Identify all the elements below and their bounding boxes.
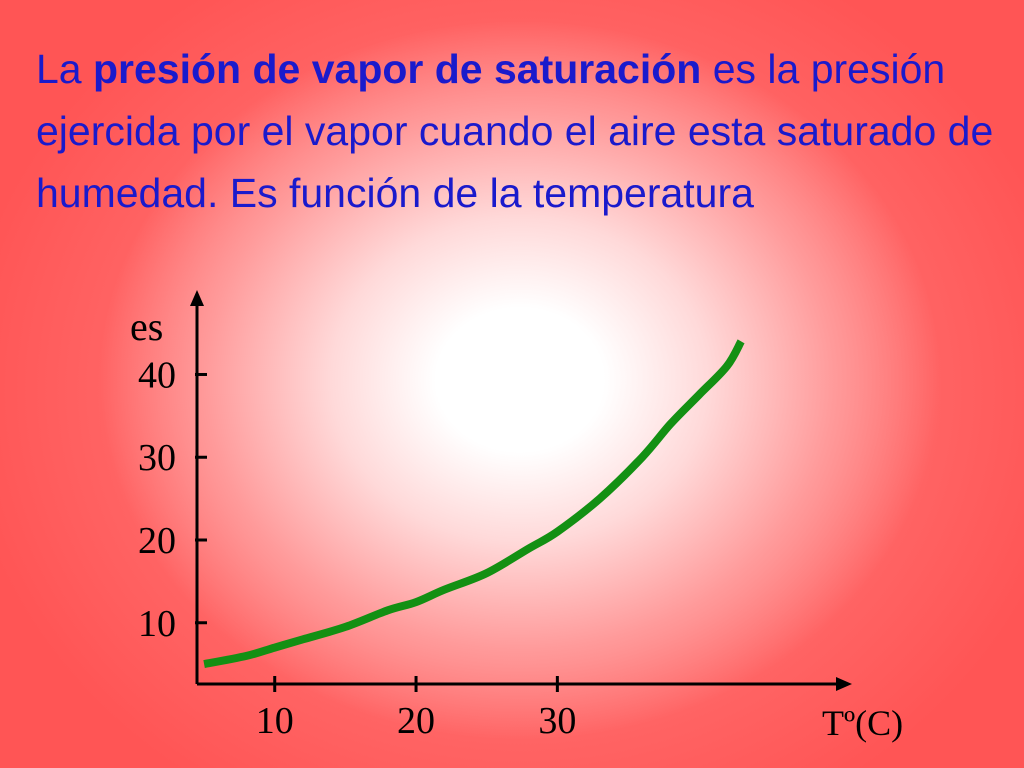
x-tick-label-20: 20 [397, 700, 435, 742]
x-axis-label: Tº(C) [822, 703, 903, 743]
y-tick-label-40: 40 [138, 354, 176, 396]
x-tick-label-30: 30 [538, 700, 576, 742]
x-axis-arrowhead [836, 677, 852, 691]
text-bold-term: presión de vapor de saturación [93, 46, 702, 92]
chart-axes [190, 290, 852, 691]
text-rest: es la presión ejercida por el vapor cuan… [36, 46, 994, 216]
x-tick-label-10: 10 [256, 700, 294, 742]
y-tick-label-20: 20 [138, 520, 176, 562]
chart-ticks [195, 372, 559, 692]
y-axis-label: es [130, 304, 163, 349]
series-line-0 [203, 339, 745, 669]
text-intro: La [36, 46, 93, 92]
y-tick-label-30: 30 [138, 437, 176, 479]
y-tick-label-10: 10 [138, 603, 176, 645]
slide-description-text: La presión de vapor de saturación es la … [36, 38, 1016, 224]
chart-series [203, 339, 745, 669]
y-axis-arrowhead [190, 290, 204, 306]
chart-tick-labels: 10 20 30 10 20 30 40 [138, 354, 576, 742]
